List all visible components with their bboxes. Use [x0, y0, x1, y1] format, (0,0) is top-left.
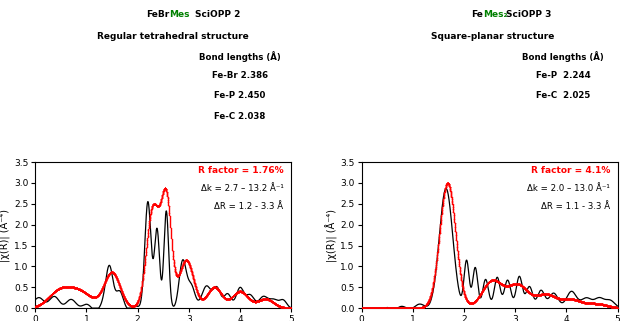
- Text: Bond lengths (Å): Bond lengths (Å): [522, 51, 604, 62]
- Text: Fe-C 2.038: Fe-C 2.038: [214, 112, 266, 121]
- Y-axis label: |χ(R)| (Å⁻⁴): |χ(R)| (Å⁻⁴): [325, 209, 337, 262]
- Text: Δk = 2.7 – 13.2 Å⁻¹: Δk = 2.7 – 13.2 Å⁻¹: [201, 184, 284, 193]
- Text: Fe: Fe: [471, 10, 483, 19]
- Text: R factor = 1.76%: R factor = 1.76%: [198, 167, 284, 176]
- Text: R factor = 4.1%: R factor = 4.1%: [531, 167, 610, 176]
- Text: Mes₂: Mes₂: [483, 10, 508, 19]
- Text: SciOPP 2: SciOPP 2: [195, 10, 241, 19]
- Text: Mes: Mes: [170, 10, 190, 19]
- Text: FeBr: FeBr: [147, 10, 170, 19]
- Text: Fe-P  2.244: Fe-P 2.244: [536, 71, 591, 80]
- Text: Regular tetrahedral structure: Regular tetrahedral structure: [97, 32, 249, 41]
- Text: Δk = 2.0 – 13.0 Å⁻¹: Δk = 2.0 – 13.0 Å⁻¹: [527, 184, 610, 193]
- Text: Bond lengths (Å): Bond lengths (Å): [199, 51, 281, 62]
- Text: ΔR = 1.1 - 3.3 Å: ΔR = 1.1 - 3.3 Å: [541, 202, 610, 211]
- Text: ΔR = 1.2 - 3.3 Å: ΔR = 1.2 - 3.3 Å: [214, 202, 284, 211]
- Text: Fe-P 2.450: Fe-P 2.450: [214, 91, 266, 100]
- Text: Square-planar structure: Square-planar structure: [431, 32, 554, 41]
- Y-axis label: |χ(R)| (Å⁻⁴): |χ(R)| (Å⁻⁴): [0, 209, 11, 262]
- Text: SciOPP 3: SciOPP 3: [506, 10, 551, 19]
- Text: Fe-C  2.025: Fe-C 2.025: [536, 91, 590, 100]
- Text: Fe-Br 2.386: Fe-Br 2.386: [212, 71, 268, 80]
